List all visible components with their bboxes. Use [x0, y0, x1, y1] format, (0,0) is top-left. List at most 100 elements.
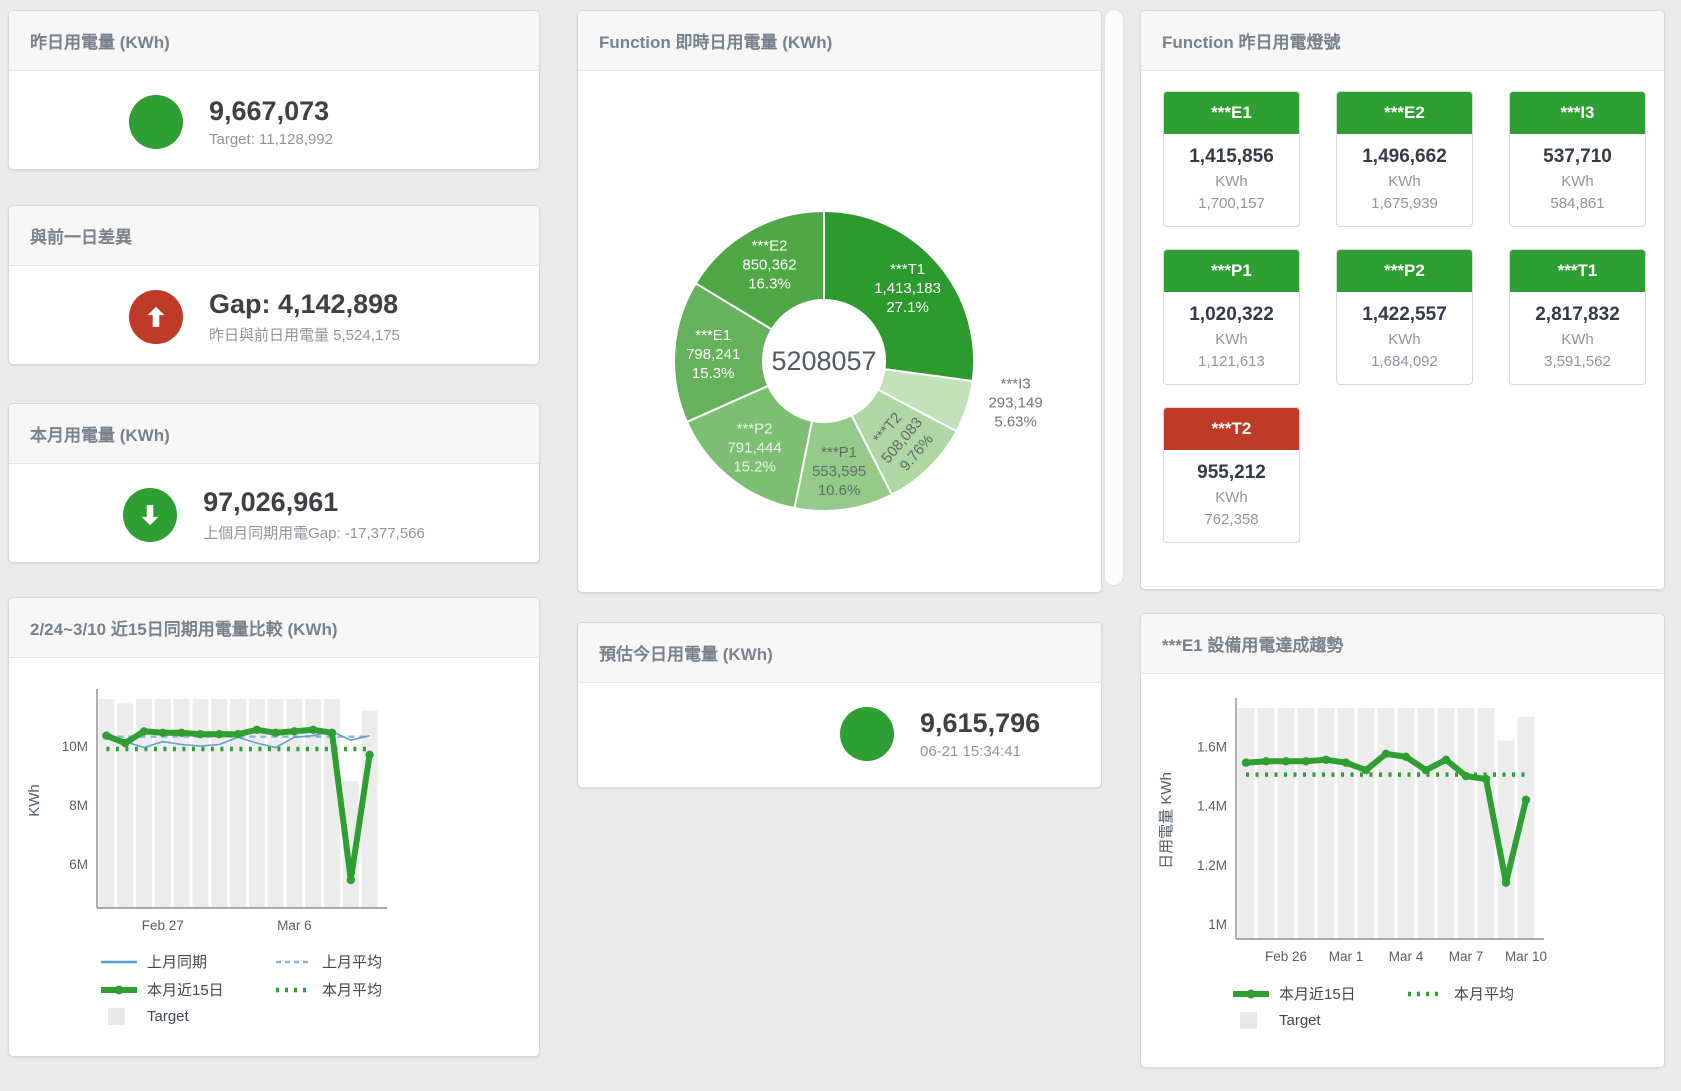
- e1-trend-legend: 本月近15日 本月平均 Target: [1233, 983, 1664, 1029]
- target-bar: [342, 781, 359, 908]
- y-tick-label: 1.2M: [1197, 858, 1227, 873]
- series-point: [158, 728, 167, 737]
- device-tile-target: 762,358: [1204, 511, 1259, 528]
- compare-15d-legend: 上月同期 上月平均本月近15日 本月平均 Target: [101, 951, 539, 1025]
- card-realtime-usage: Function 即時日用電量 (KWh) ***T1 1,413,183 27.1…: [577, 10, 1102, 593]
- target-bar: [1237, 707, 1255, 939]
- kpi-text: 97,026,961 上個月同期用電Gap: -17,377,566: [203, 487, 425, 542]
- x-tick-label: Feb 26: [1265, 949, 1307, 964]
- series-point: [139, 727, 149, 736]
- legend-item-本月平均[interactable]: 本月平均: [276, 979, 539, 1000]
- target-bar: [1277, 707, 1295, 939]
- device-tile-unit: KWh: [1215, 173, 1248, 190]
- legend-label: 本月平均: [1454, 986, 1515, 1003]
- card-prev-day-gap: 與前一日差異 Gap: 4,142,898 昨日與前日用電量 5,524,175: [8, 205, 540, 365]
- target-bar: [1437, 707, 1455, 939]
- donut-center-total: 5208057: [771, 346, 876, 376]
- column-middle: Function 即時日用電量 (KWh) ***T1 1,413,183 27.1…: [577, 10, 1102, 788]
- target-bar: [1477, 707, 1495, 939]
- legend-item-Target[interactable]: Target: [1233, 1011, 1408, 1029]
- y-tick-label: 1.4M: [1197, 799, 1227, 814]
- device-tile-body: 1,422,557 KWh 1,684,092: [1337, 292, 1472, 384]
- card-e1-trend-title: ***E1 設備用電達成趨勢: [1141, 614, 1664, 674]
- card-compare-15d-title: 2/24~3/10 近15日同期用電量比較 (KWh): [9, 598, 539, 658]
- legend-item-上月平均[interactable]: 上月平均: [276, 951, 539, 972]
- target-bar: [361, 710, 378, 908]
- device-tile-value: 1,422,557: [1362, 304, 1447, 325]
- series-point: [1421, 765, 1431, 775]
- donut-label: ***I3 293,149 5.63%: [988, 376, 1042, 431]
- legend-label: 本月近15日: [147, 982, 224, 999]
- legend-item-本月平均[interactable]: 本月平均: [1408, 983, 1664, 1004]
- target-bar: [1297, 707, 1315, 939]
- legend-swatch-thick: [101, 985, 137, 994]
- target-bar: [117, 703, 134, 908]
- series-point: [121, 738, 130, 748]
- device-tile-target: 3,591,562: [1544, 353, 1611, 370]
- device-tile-label: ***E1: [1164, 92, 1299, 134]
- y-axis-title: 日用電量 KWh: [1158, 772, 1175, 869]
- series-point: [1341, 758, 1351, 767]
- series-point: [1461, 771, 1471, 781]
- legend-item-Target[interactable]: Target: [101, 1007, 276, 1025]
- device-tile-target: 1,675,939: [1371, 195, 1438, 212]
- kpi-text: Gap: 4,142,898 昨日與前日用電量 5,524,175: [209, 289, 419, 344]
- target-bar: [1357, 707, 1375, 939]
- target-bar: [1377, 707, 1395, 939]
- series-point: [1261, 757, 1271, 766]
- legend-label: 本月近15日: [1279, 986, 1356, 1003]
- kpi-value: Gap: 4,142,898: [209, 289, 399, 320]
- series-point: [1241, 758, 1251, 767]
- kpi-text: 9,615,796 06-21 15:34:41: [920, 708, 1101, 759]
- realtime-donut-chart: ***T1 1,413,183 27.1% ***I3 293,149 5.63% ***T…: [578, 71, 1101, 578]
- legend-swatch-square: [108, 1008, 125, 1025]
- device-tile-value: 1,496,662: [1362, 146, 1447, 167]
- column-left: 昨日用電量 (KWh) 9,667,073 Target: 11,128,992…: [8, 10, 540, 1057]
- legend-item-上月同期[interactable]: 上月同期: [101, 951, 276, 972]
- donut-slice-E1: [673, 281, 774, 424]
- target-bar: [98, 698, 115, 908]
- kpi-subtitle: 昨日與前日用電量 5,524,175: [209, 326, 400, 344]
- card-month-usage-body: 97,026,961 上個月同期用電Gap: -17,377,566: [9, 464, 539, 562]
- legend-label: Target: [1279, 1011, 1321, 1029]
- card-prev-day-gap-title: 與前一日差異: [9, 206, 539, 266]
- series-point: [1361, 765, 1371, 775]
- device-tile-label: ***P1: [1164, 250, 1299, 292]
- series-point: [233, 730, 243, 739]
- device-tile-value: 955,212: [1197, 462, 1266, 483]
- device-tile-unit: KWh: [1388, 173, 1421, 190]
- device-tile-unit: KWh: [1215, 331, 1248, 348]
- legend-label: Target: [147, 1007, 189, 1025]
- target-bar: [154, 698, 171, 908]
- donut-label: ***T1 1,413,183 27.1%: [874, 261, 941, 316]
- device-tile-body: 955,212 KWh 762,358: [1164, 450, 1299, 542]
- device-tile-E1: ***E1 1,415,856 KWh 1,700,157: [1163, 91, 1300, 227]
- x-tick-label: Mar 4: [1389, 949, 1424, 964]
- e1trend-svg: 1M 1.2M 1.4M 1.6M Feb 26 Mar 1 Mar 4 Mar 7 Mar 1…: [1158, 698, 1547, 964]
- device-tile-value: 1,415,856: [1189, 146, 1274, 167]
- device-tile-T2: ***T2 955,212 KWh 762,358: [1163, 407, 1300, 543]
- card-month-usage-title: 本月用電量 (KWh): [9, 404, 539, 464]
- legend-item-本月近15日[interactable]: 本月近15日: [101, 979, 276, 1000]
- device-tile-body: 2,817,832 KWh 3,591,562: [1510, 292, 1645, 384]
- arrow-glyph: [147, 306, 165, 327]
- target-bar: [1417, 707, 1435, 939]
- target-bar: [173, 698, 190, 908]
- series-point: [1441, 755, 1451, 764]
- donut-label: ***E1 798,241 15.3%: [686, 327, 740, 382]
- device-tile-label: ***T1: [1510, 250, 1645, 292]
- card-estimate-today: 預估今日用電量 (KWh) 9,615,796 06-21 15:34:41: [577, 622, 1102, 788]
- card-estimate-today-title: 預估今日用電量 (KWh): [578, 623, 1101, 683]
- scrollbar[interactable]: [1105, 10, 1123, 585]
- series-point: [1381, 749, 1391, 758]
- card-yesterday-usage: 昨日用電量 (KWh) 9,667,073 Target: 11,128,992: [8, 10, 540, 170]
- series-point: [327, 728, 337, 737]
- device-tile-value: 537,710: [1543, 146, 1612, 167]
- target-bar: [1257, 707, 1275, 939]
- device-tile-label: ***P2: [1337, 250, 1472, 292]
- arrow-down-icon: [123, 488, 178, 542]
- device-tile-target: 1,684,092: [1371, 353, 1438, 370]
- legend-item-本月近15日[interactable]: 本月近15日: [1233, 983, 1408, 1004]
- realtime-donut-svg: ***T1 1,413,183 27.1%***I3 293,149 5.63%***T…: [673, 209, 1043, 513]
- series-point: [252, 725, 261, 734]
